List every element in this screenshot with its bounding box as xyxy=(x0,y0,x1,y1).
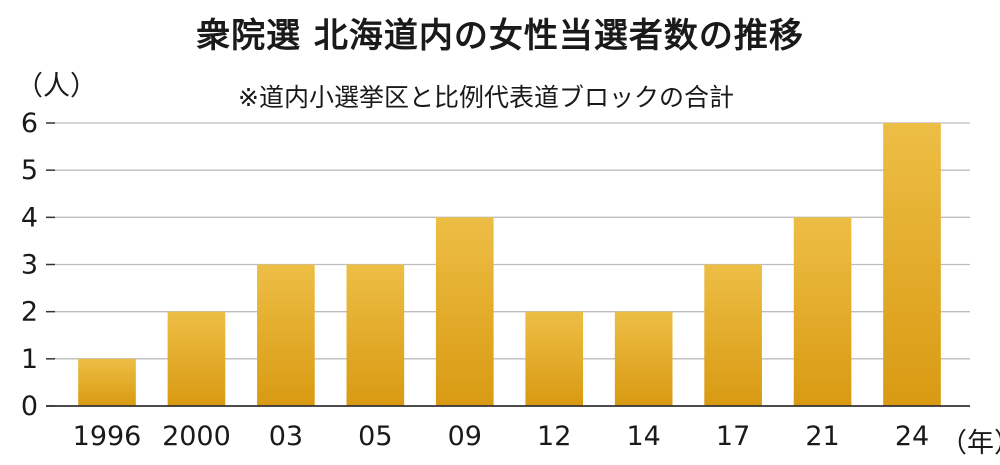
bar-03 xyxy=(257,264,315,406)
bar-09 xyxy=(435,217,494,406)
bar-2000 xyxy=(167,311,226,406)
y-tick-label-0: 0 xyxy=(21,391,38,422)
x-tick-label-14: 14 xyxy=(626,421,660,452)
y-tick-label-6: 6 xyxy=(21,108,38,139)
bar-21 xyxy=(793,217,852,406)
x-tick-label-09: 09 xyxy=(448,421,482,452)
chart-title: 衆院選 北海道内の女性当選者数の推移 xyxy=(196,16,804,56)
x-tick-label-03: 03 xyxy=(269,421,303,452)
x-tick-label-05: 05 xyxy=(358,421,392,452)
bar-1996 xyxy=(78,358,136,406)
bars xyxy=(78,123,941,406)
y-tick-label-1: 1 xyxy=(21,344,38,375)
x-tick-label-17: 17 xyxy=(716,421,750,452)
y-tick-label-5: 5 xyxy=(21,155,38,186)
x-tick-label-24: 24 xyxy=(895,421,929,452)
y-tick-label-4: 4 xyxy=(21,202,38,233)
x-tick-label-2000: 2000 xyxy=(162,421,231,452)
bar-14 xyxy=(614,311,673,406)
x-tick-label-1996: 1996 xyxy=(73,421,142,452)
bar-12 xyxy=(525,311,584,406)
y-axis-ticks: 0 1 2 3 4 5 6 xyxy=(21,108,38,422)
bar-17 xyxy=(704,264,762,406)
y-tick-label-2: 2 xyxy=(21,297,38,328)
x-axis-ticks: 1996 2000 03 05 09 12 14 17 21 24 xyxy=(73,421,930,452)
y-tick-label-3: 3 xyxy=(21,250,38,281)
bar-05 xyxy=(346,264,405,406)
x-tick-label-21: 21 xyxy=(805,421,839,452)
bar-24 xyxy=(883,123,941,406)
y-axis-label: （人） xyxy=(16,71,97,102)
chart-subtitle: ※道内小選挙区と比例代表道ブロックの合計 xyxy=(238,83,734,112)
x-axis-label: （年） xyxy=(940,428,1000,459)
x-tick-label-12: 12 xyxy=(537,421,571,452)
